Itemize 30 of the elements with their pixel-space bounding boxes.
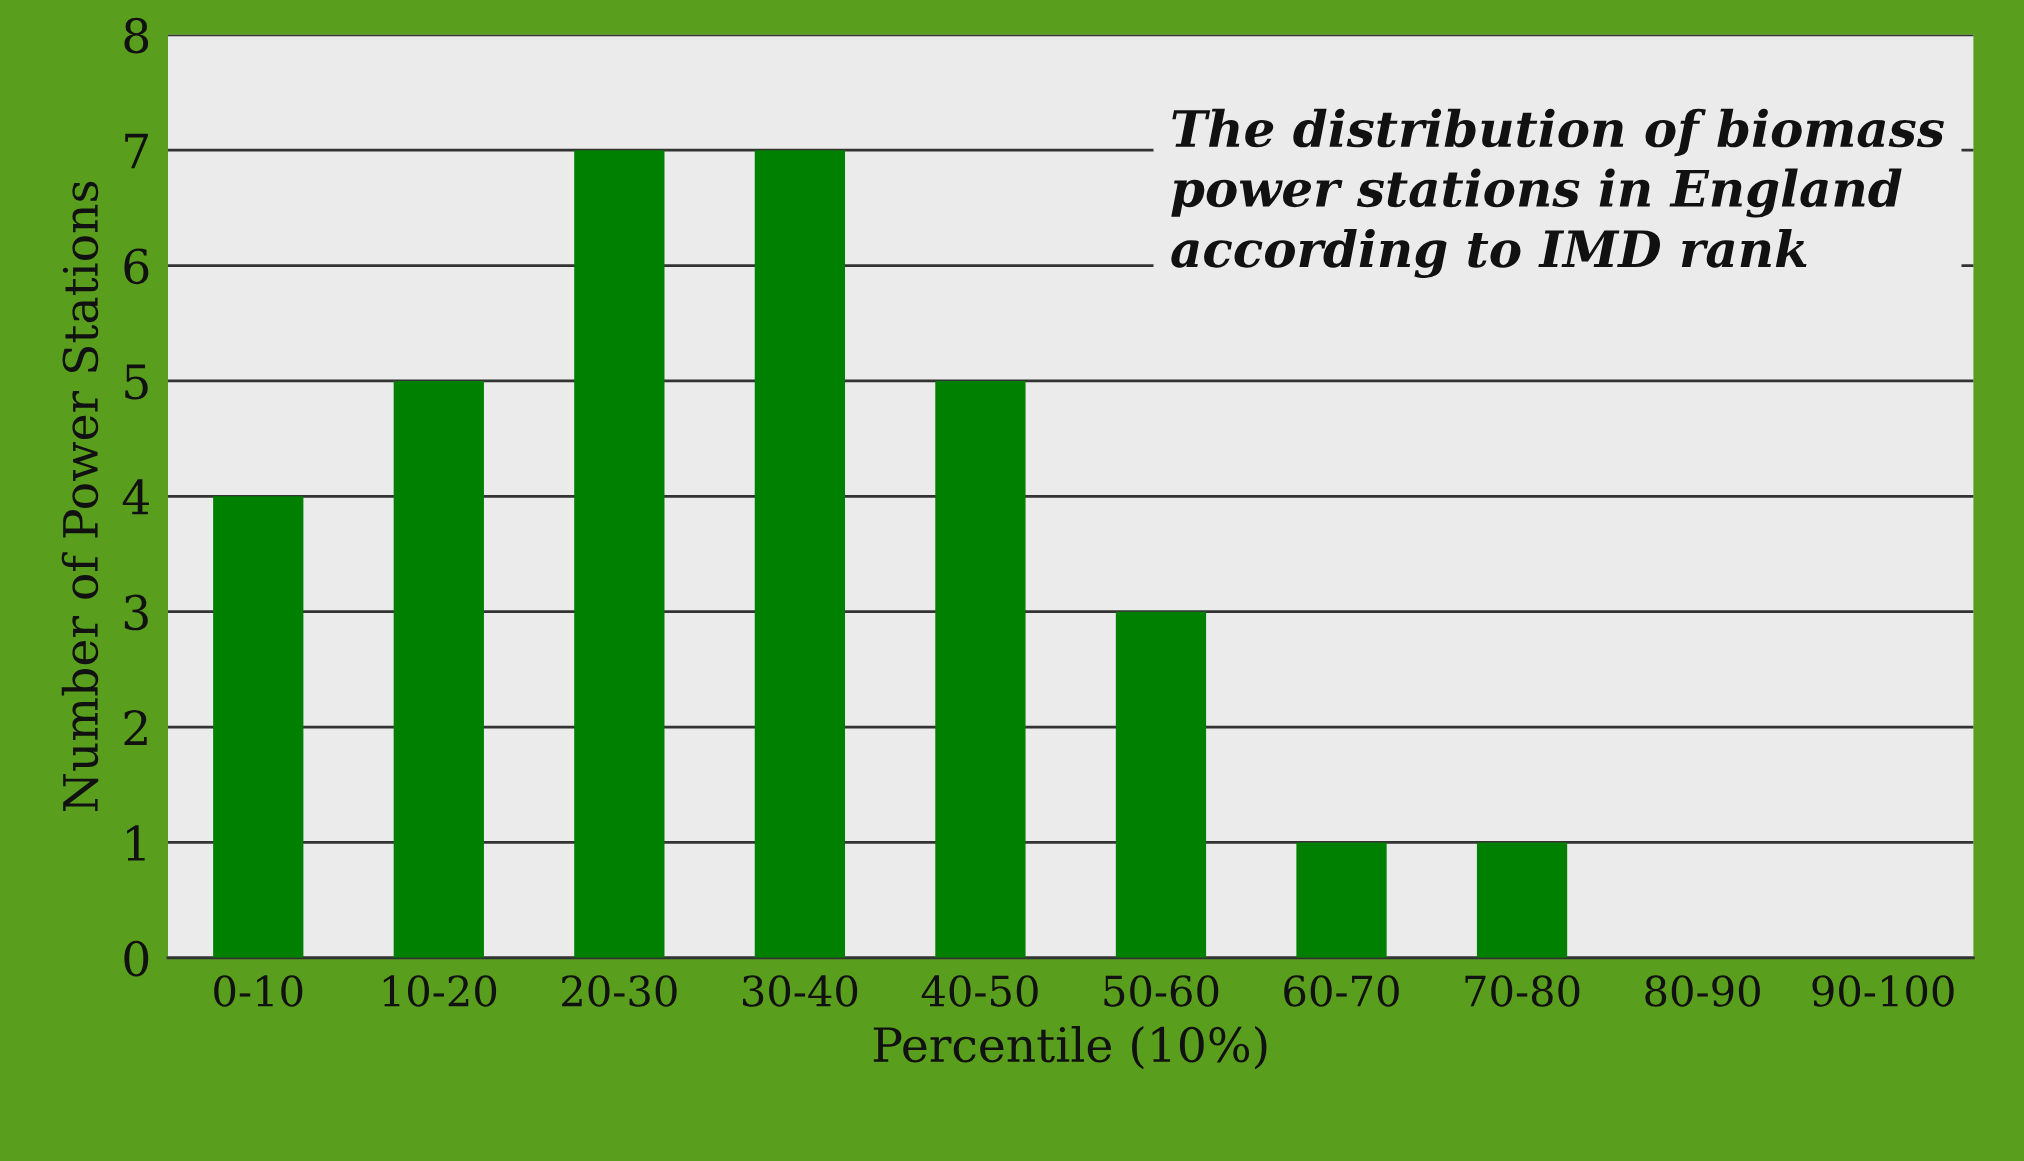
x-tick-label: 90-100 [1812, 975, 1954, 1007]
y-tick-label: 6 [124, 248, 149, 285]
y-axis-title: Number of Power Stations [61, 181, 99, 812]
x-tick-label: 30-40 [743, 975, 858, 1007]
y-tick-label: 5 [125, 364, 148, 400]
bar [1476, 842, 1568, 958]
x-tick-label: 0-10 [214, 975, 303, 1007]
y-tick-label: 3 [124, 594, 148, 631]
y-tick-label: 7 [125, 133, 148, 169]
y-tick-label: 8 [124, 17, 149, 54]
x-tick-label: 60-70 [1284, 975, 1399, 1007]
bar [754, 150, 846, 958]
bar [1296, 842, 1387, 958]
x-tick-label: 10-20 [383, 975, 497, 1007]
x-tick-label: 70-80 [1465, 975, 1580, 1007]
bar [1115, 611, 1207, 958]
x-tick-label: 20-30 [562, 975, 677, 1007]
x-tick-label: 50-60 [1104, 975, 1219, 1007]
y-tick-label: 2 [124, 709, 147, 746]
bar [213, 496, 304, 958]
x-axis-title: Percentile (10%) [873, 1025, 1267, 1070]
y-tick-label: 4 [122, 479, 149, 515]
bar [393, 380, 484, 958]
x-tick-label: 40-50 [921, 975, 1038, 1007]
y-tick-label: 1 [127, 825, 145, 861]
y-tick-label: 0 [124, 940, 149, 977]
bar [574, 150, 665, 958]
bar [935, 380, 1026, 958]
x-tick-label: 80-90 [1645, 975, 1760, 1007]
text: The distribution of biomass power stations in England according to IMD rank [1171, 108, 1944, 279]
